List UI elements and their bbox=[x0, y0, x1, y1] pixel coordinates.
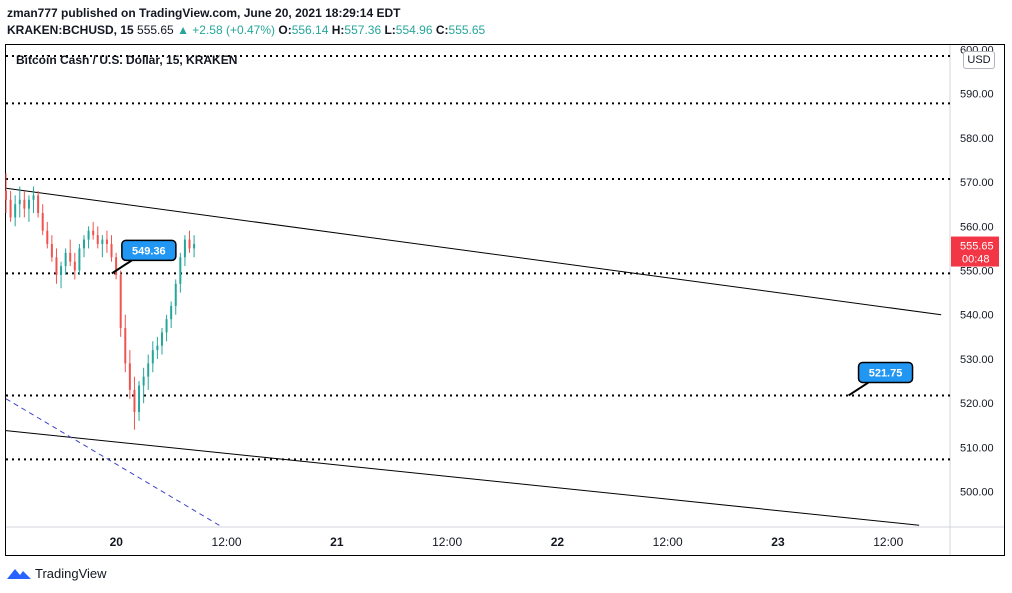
candle-body bbox=[50, 243, 53, 258]
candle-body bbox=[160, 332, 163, 346]
change-value: ▲ +2.58 (+0.47%) bbox=[177, 23, 276, 37]
candle-body bbox=[92, 230, 95, 236]
candle-body bbox=[170, 305, 173, 320]
low-value: 554.96 bbox=[395, 23, 433, 37]
chart-title: Bitcoin Cash / U.S. Dollar, 15, KRAKEN bbox=[16, 53, 238, 67]
trendline bbox=[5, 430, 920, 526]
symbol-label: KRAKEN:BCHUSD, 15 bbox=[7, 23, 134, 37]
callout-pointer bbox=[111, 259, 133, 275]
candle-body bbox=[69, 252, 72, 262]
y-tick-label: 550.00 bbox=[960, 266, 994, 278]
x-tick-label: 22 bbox=[551, 535, 565, 549]
y-tick-label: 560.00 bbox=[960, 221, 994, 233]
close-label: C: bbox=[435, 23, 449, 37]
candle-body bbox=[105, 239, 108, 244]
author-name: zman777 published on TradingView.com, Ju… bbox=[7, 6, 401, 20]
candle-body bbox=[64, 252, 67, 267]
candle-body bbox=[46, 230, 49, 244]
y-tick-label: 530.00 bbox=[960, 354, 994, 366]
callout-box bbox=[857, 361, 914, 384]
candle-body bbox=[179, 257, 182, 284]
publication-line: zman777 published on TradingView.com, Ju… bbox=[7, 5, 400, 22]
candle-body bbox=[14, 204, 17, 218]
candle-body bbox=[18, 199, 21, 205]
candle-body bbox=[133, 389, 136, 413]
candle-body bbox=[188, 239, 191, 249]
candle-body bbox=[32, 195, 35, 200]
y-tick-label: 580.00 bbox=[960, 133, 994, 145]
y-tick-label: 540.00 bbox=[960, 310, 994, 322]
countdown-label: 00:48 bbox=[962, 254, 990, 266]
candle-body bbox=[41, 213, 44, 231]
y-tick-label: 520.00 bbox=[960, 398, 994, 410]
callout-box bbox=[121, 239, 177, 262]
low-label: L: bbox=[384, 23, 396, 37]
close-value: 555.65 bbox=[448, 23, 486, 37]
callout-label: 521.75 bbox=[869, 367, 903, 379]
candle-body bbox=[156, 345, 159, 351]
callout-pointer bbox=[847, 381, 870, 397]
high-label: H: bbox=[331, 23, 345, 37]
candle-body bbox=[124, 328, 127, 364]
last-price-badge bbox=[951, 236, 999, 267]
candle-body bbox=[165, 319, 168, 333]
x-tick-label: 12:00 bbox=[653, 535, 683, 549]
currency-badge[interactable]: USD bbox=[963, 51, 995, 69]
last-price-label: 555.65 bbox=[960, 241, 994, 253]
dashed-trendline bbox=[5, 398, 223, 528]
candle-body bbox=[96, 235, 99, 244]
y-tick-label: 510.00 bbox=[960, 442, 994, 454]
x-tick-label: 12:00 bbox=[873, 535, 903, 549]
y-tick-label: 570.00 bbox=[960, 177, 994, 189]
candle-body bbox=[23, 199, 26, 209]
chart-frame[interactable] bbox=[5, 44, 1005, 556]
x-tick-label: 12:00 bbox=[212, 535, 242, 549]
open-value: 556.14 bbox=[291, 23, 329, 37]
candle-body bbox=[101, 239, 104, 244]
last-price-value: 555.65 bbox=[137, 23, 174, 37]
x-tick-label: 23 bbox=[771, 535, 785, 549]
candle-body bbox=[174, 283, 177, 306]
tradingview-brand: TradingView bbox=[35, 565, 107, 581]
candle-body bbox=[73, 261, 76, 271]
trendline bbox=[5, 187, 942, 316]
candle-body bbox=[82, 239, 85, 249]
x-tick-label: 21 bbox=[330, 535, 344, 549]
candle-body bbox=[55, 257, 58, 275]
callout-label: 549.36 bbox=[132, 245, 166, 257]
candle-body bbox=[128, 363, 131, 390]
candle-body bbox=[37, 195, 40, 214]
candle-body bbox=[78, 248, 81, 271]
x-tick-label: 20 bbox=[110, 535, 124, 549]
candle-body bbox=[193, 243, 196, 249]
open-label: O: bbox=[278, 23, 292, 37]
candle-body bbox=[142, 376, 145, 386]
candle-body bbox=[147, 363, 150, 377]
x-tick-label: 12:00 bbox=[432, 535, 462, 549]
candle-body bbox=[119, 274, 122, 329]
candle-body bbox=[5, 190, 7, 200]
candle-body bbox=[110, 243, 113, 258]
candle-body bbox=[138, 385, 141, 413]
candle-body bbox=[151, 350, 154, 364]
candle-body bbox=[27, 199, 30, 209]
candle-body bbox=[115, 257, 118, 275]
y-tick-label: 500.00 bbox=[960, 487, 994, 499]
symbol-ohlc-line: KRAKEN:BCHUSD, 15 555.65 ▲ +2.58 (+0.47%… bbox=[7, 22, 485, 39]
high-value: 557.36 bbox=[344, 23, 382, 37]
tradingview-logo-icon bbox=[7, 569, 31, 579]
candle-body bbox=[9, 199, 12, 218]
y-tick-label: 590.00 bbox=[960, 89, 994, 101]
candle-body bbox=[183, 239, 186, 258]
candle-body bbox=[60, 266, 63, 275]
tradingview-footer[interactable]: TradingView bbox=[7, 565, 107, 581]
candle-body bbox=[87, 230, 90, 240]
